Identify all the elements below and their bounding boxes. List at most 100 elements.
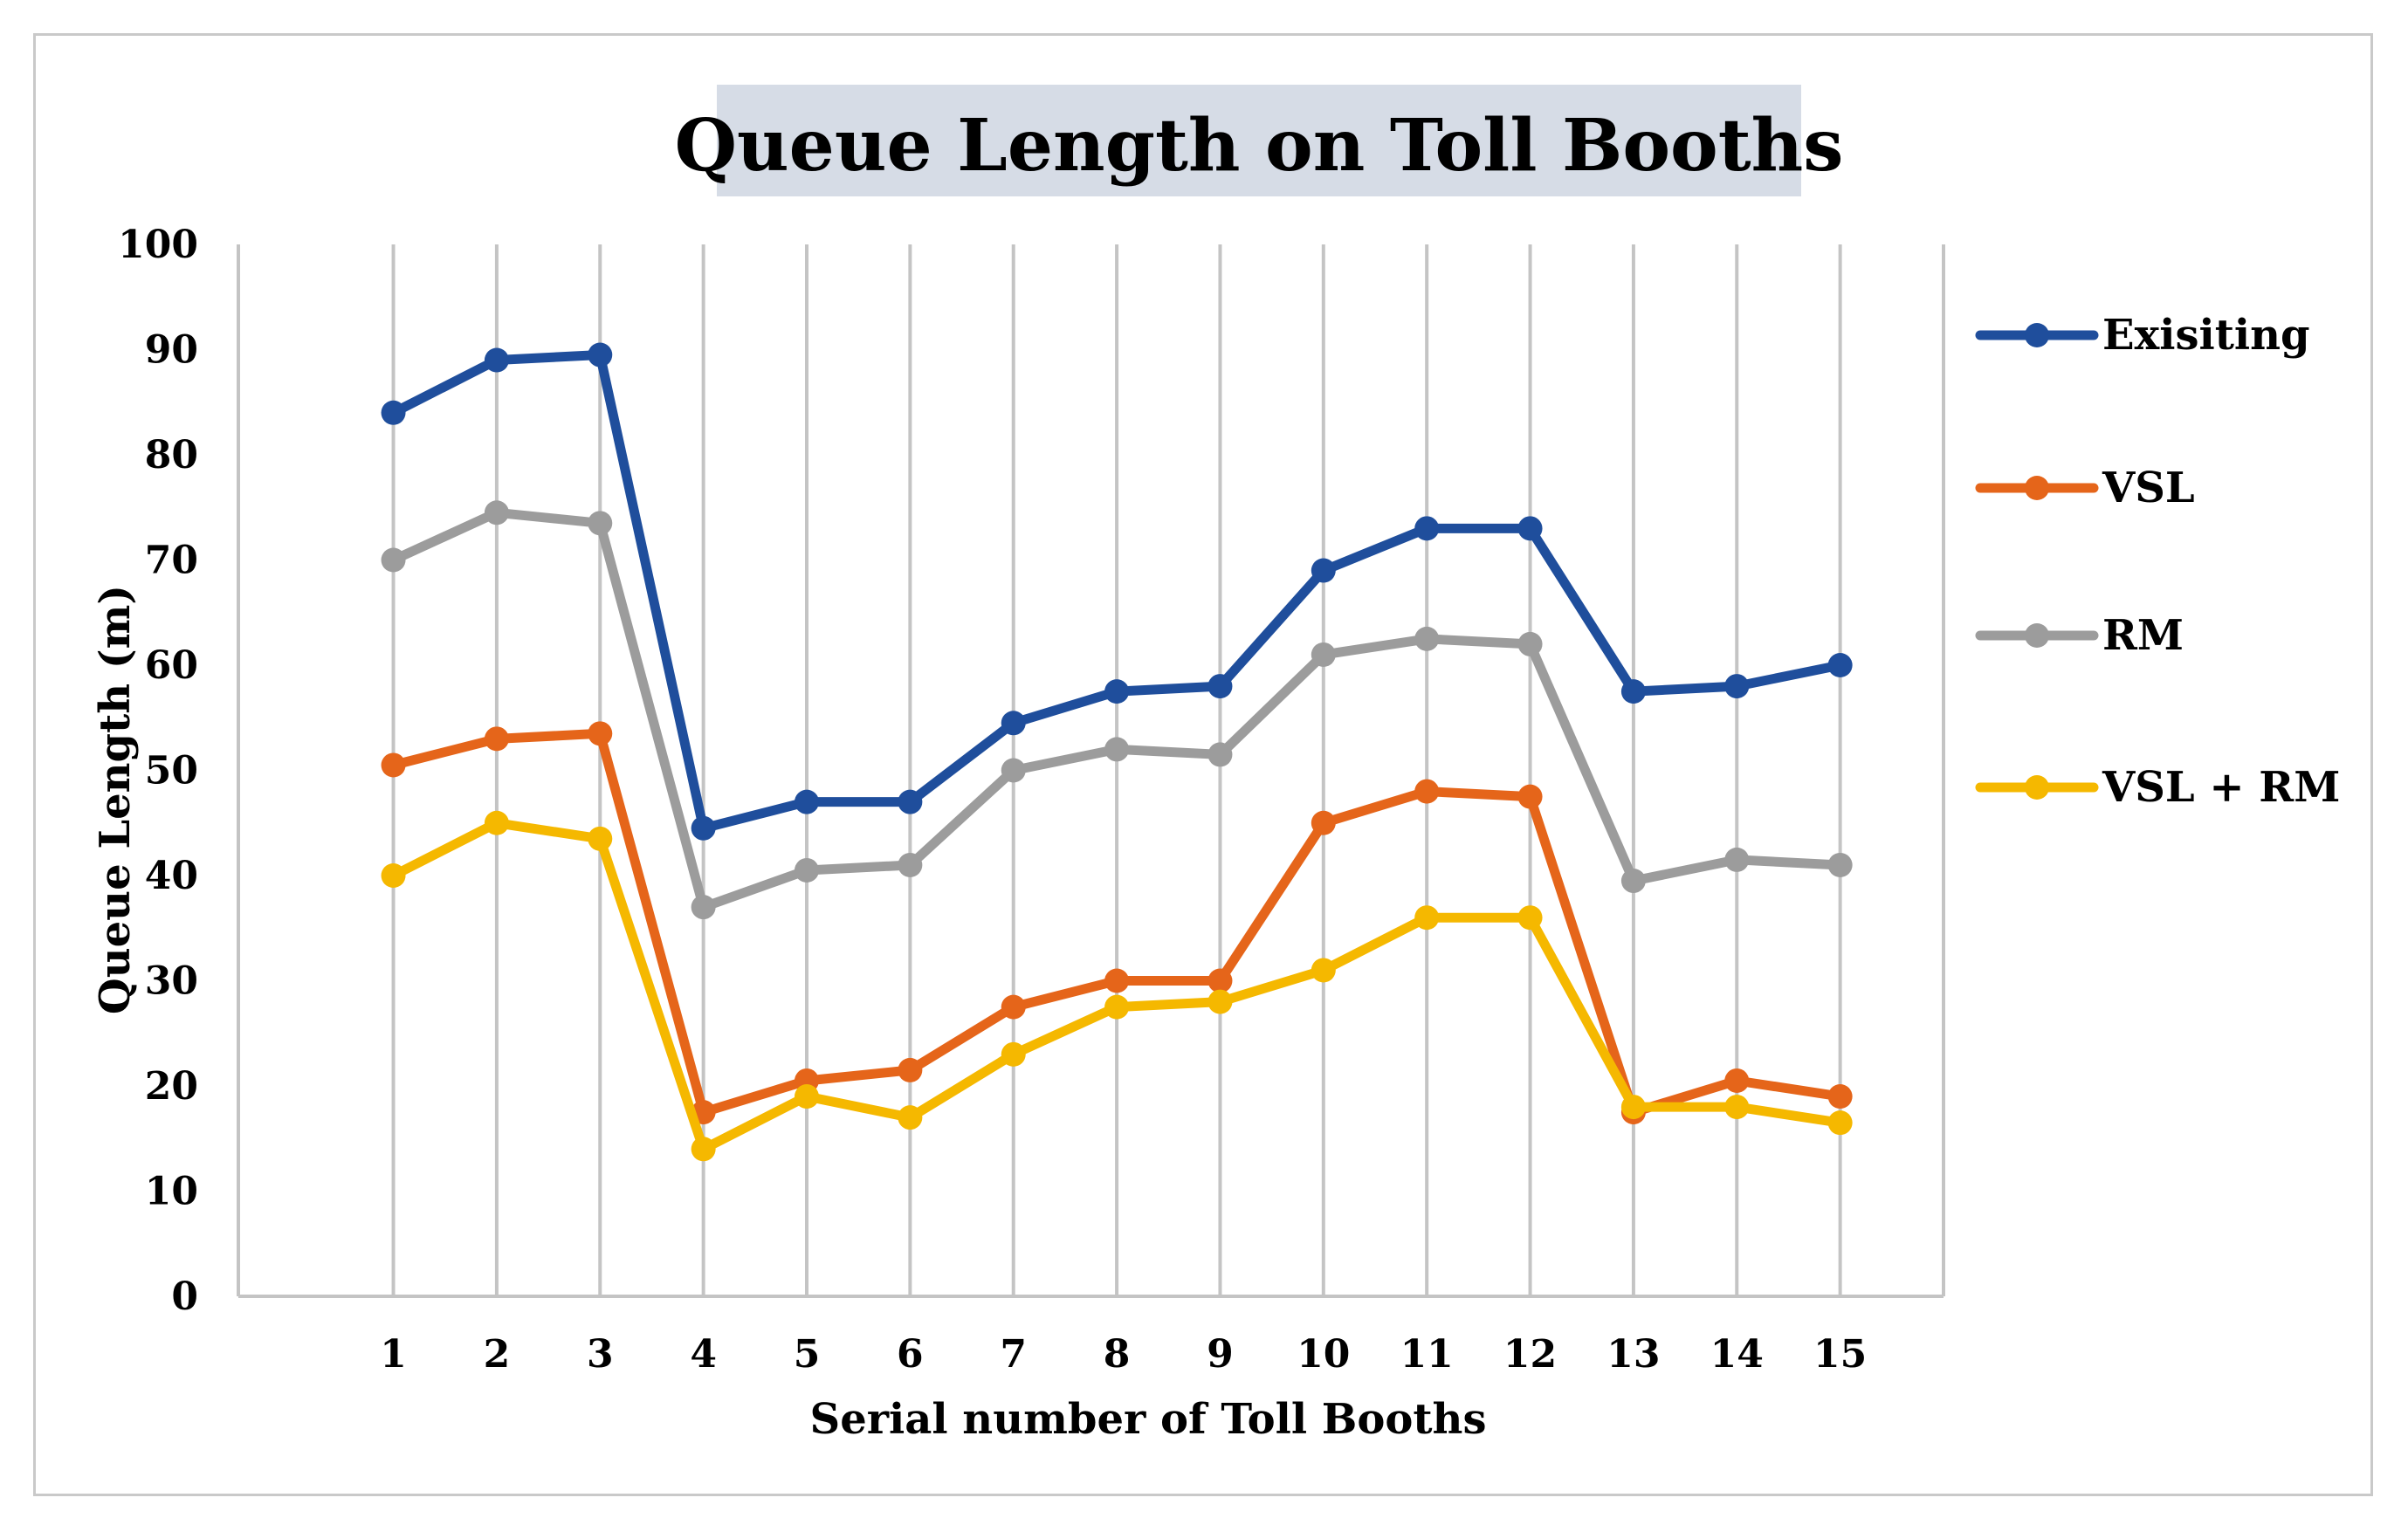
y-tick-label: 10: [145, 1170, 198, 1214]
y-tick-label: 0: [171, 1274, 198, 1319]
x-axis-ticks: 1 2 3 4 5 6 7 8 9 10 11 12 13 14 15: [380, 1332, 1867, 1377]
data-point: [1620, 869, 1646, 894]
data-point: [1827, 1110, 1853, 1136]
y-tick-label: 50: [145, 749, 198, 793]
y-axis-ticks: 0 10 20 30 40 50 60 70 80 90 100: [118, 223, 198, 1319]
data-point: [1414, 905, 1440, 931]
data-point: [1207, 968, 1233, 993]
title-box: [717, 85, 1801, 196]
legend-label: Exisiting: [2102, 311, 2310, 360]
data-point: [381, 863, 406, 888]
data-point: [1414, 626, 1440, 651]
data-point: [1207, 674, 1233, 699]
data-point: [1001, 994, 1026, 1020]
data-point: [1001, 1041, 1026, 1067]
legend-swatch-marker: [2025, 775, 2049, 800]
data-point: [1724, 1095, 1750, 1120]
data-point: [1104, 968, 1130, 993]
data-point: [898, 852, 923, 877]
data-point: [1104, 737, 1130, 762]
data-point: [1517, 631, 1543, 656]
y-tick-label: 20: [145, 1064, 198, 1109]
data-point: [1517, 784, 1543, 809]
data-point: [795, 1084, 819, 1109]
legend-label: VSL: [2102, 464, 2195, 512]
legend-label: RM: [2102, 611, 2184, 660]
y-tick-label: 100: [118, 223, 198, 267]
chart-frame: [33, 33, 2373, 1496]
data-point: [588, 721, 613, 746]
x-axis-title: Serial number of Toll Booths: [810, 1395, 1487, 1444]
data-point: [484, 500, 509, 526]
legend-item: Exisiting: [1975, 311, 2310, 360]
data-point: [1620, 679, 1646, 704]
x-tick-label: 13: [1606, 1332, 1660, 1377]
data-point: [1827, 653, 1853, 677]
x-tick-label: 4: [690, 1332, 717, 1377]
axes: [237, 244, 1944, 1298]
x-tick-label: 5: [794, 1332, 821, 1377]
data-point: [1001, 758, 1026, 783]
legend-item: VSL: [1975, 464, 2195, 512]
x-tick-label: 2: [484, 1332, 511, 1377]
y-tick-label: 90: [145, 328, 198, 373]
legend-swatch-marker: [2025, 323, 2049, 347]
data-point: [484, 810, 509, 835]
x-tick-label: 7: [1000, 1332, 1027, 1377]
data-point: [1207, 989, 1233, 1014]
data-point: [588, 511, 613, 536]
data-point: [1311, 558, 1336, 583]
grid: [391, 244, 1945, 1296]
x-tick-label: 8: [1104, 1332, 1131, 1377]
data-point: [1724, 1068, 1750, 1093]
x-tick-label: 15: [1813, 1332, 1867, 1377]
data-point: [484, 726, 509, 752]
data-point: [1414, 779, 1440, 804]
data-point: [1517, 905, 1543, 931]
chart-title: Queue Length on Toll Booths: [675, 104, 1844, 188]
data-point: [795, 857, 819, 883]
data-point: [1827, 1084, 1853, 1109]
data-point: [1311, 810, 1336, 835]
data-point: [1001, 711, 1026, 736]
data-point: [484, 347, 509, 373]
x-tick-label: 3: [587, 1332, 614, 1377]
legend-swatch-marker: [2025, 476, 2049, 500]
series-rm: [381, 500, 1853, 920]
data-point: [1414, 516, 1440, 541]
series-exisiting: [381, 342, 1853, 841]
x-tick-label: 1: [380, 1332, 407, 1377]
x-tick-label: 14: [1710, 1332, 1764, 1377]
data-point: [898, 1057, 923, 1082]
data-point: [381, 547, 406, 573]
legend-label: VSL + RM: [2102, 763, 2340, 812]
data-point: [381, 752, 406, 778]
data-point: [1104, 994, 1130, 1020]
x-tick-label: 12: [1503, 1332, 1557, 1377]
legend: Exisiting VSL RM VSL + RM: [1975, 311, 2340, 812]
y-tick-label: 60: [145, 643, 198, 688]
x-tick-label: 6: [897, 1332, 924, 1377]
series-vsl: [381, 721, 1853, 1125]
data-point: [1207, 742, 1233, 767]
series: [381, 342, 1853, 1162]
series-vsl-rm: [381, 810, 1853, 1162]
legend-swatch-marker: [2025, 623, 2049, 648]
data-point: [1311, 958, 1336, 983]
data-point: [1724, 847, 1750, 872]
data-point: [691, 1137, 716, 1162]
x-tick-label: 9: [1207, 1332, 1234, 1377]
data-point: [1724, 674, 1750, 699]
y-tick-label: 30: [145, 959, 198, 1004]
y-axis-title: Queue Length (m): [91, 585, 140, 1014]
data-point: [381, 400, 406, 425]
data-point: [1827, 852, 1853, 877]
data-point: [898, 789, 923, 814]
data-point: [588, 342, 613, 368]
x-tick-label: 10: [1297, 1332, 1350, 1377]
data-point: [691, 815, 716, 841]
data-point: [1620, 1095, 1646, 1120]
legend-item: VSL + RM: [1975, 763, 2340, 812]
data-point: [1517, 516, 1543, 541]
